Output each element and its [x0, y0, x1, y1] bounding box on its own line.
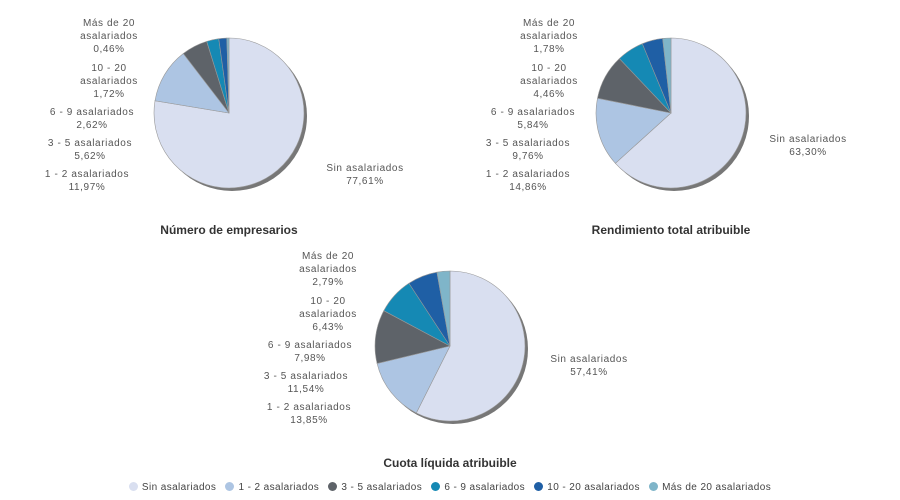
data-label: 10 - 20 asalariados 6,43% [299, 296, 357, 333]
data-label: Más de 20 asalariados 1,78% [520, 18, 578, 55]
data-label: Sin asalariados 57,41% [550, 354, 628, 378]
legend-dot-icon [431, 482, 441, 491]
legend-dot-icon [225, 482, 235, 491]
legend-dot-icon [128, 482, 138, 491]
pie-slice[interactable] [226, 37, 230, 114]
legend-dot-icon [649, 482, 659, 491]
data-label: 3 - 5 asalariados 5,62% [47, 138, 133, 162]
legend-item[interactable]: 6 - 9 asalariados [431, 482, 525, 493]
data-label: 3 - 5 asalariados 9,76% [485, 138, 571, 162]
legend-item[interactable]: 10 - 20 asalariados [534, 482, 640, 493]
pie-slice[interactable] [614, 37, 747, 189]
legend-item[interactable]: Más de 20 asalariados [649, 482, 771, 493]
data-label: Sin asalariados 77,61% [326, 163, 404, 187]
legend-dot-icon [328, 482, 338, 491]
pie-slice[interactable] [376, 345, 451, 414]
pie-slice[interactable] [595, 97, 672, 164]
data-label: 6 - 9 asalariados 7,98% [267, 340, 353, 364]
data-label: 6 - 9 asalariados 5,84% [490, 107, 576, 131]
chart-title: Rendimiento total atribuible [591, 223, 751, 237]
data-label: 10 - 20 asalariados 4,46% [520, 63, 578, 100]
data-label: 1 - 2 asalariados 14,86% [485, 169, 571, 193]
data-label: Sin asalariados 63,30% [769, 134, 847, 158]
pie-slice[interactable] [662, 37, 672, 114]
data-label: 3 - 5 asalariados 11,54% [263, 371, 349, 395]
data-label: 10 - 20 asalariados 1,72% [80, 63, 138, 100]
pie-slice[interactable] [153, 37, 305, 189]
chart-title: Número de empresarios [160, 223, 298, 237]
legend: Sin asalariados 1 - 2 asalariados 3 - 5 … [0, 482, 900, 493]
legend-item[interactable]: Sin asalariados [128, 482, 216, 493]
legend-dot-icon [534, 482, 544, 491]
pie-slice[interactable] [436, 270, 451, 347]
pie-slice[interactable] [415, 270, 526, 422]
data-label: 1 - 2 asalariados 13,85% [266, 402, 352, 426]
data-label: 6 - 9 asalariados 2,62% [49, 107, 135, 131]
legend-item[interactable]: 3 - 5 asalariados [328, 482, 422, 493]
legend-item[interactable]: 1 - 2 asalariados [225, 482, 319, 493]
data-label: Más de 20 asalariados 0,46% [80, 18, 138, 55]
data-label: Más de 20 asalariados 2,79% [299, 251, 357, 288]
data-label: 1 - 2 asalariados 11,97% [44, 169, 130, 193]
chart-title: Cuota líquida atribuible [383, 456, 517, 470]
